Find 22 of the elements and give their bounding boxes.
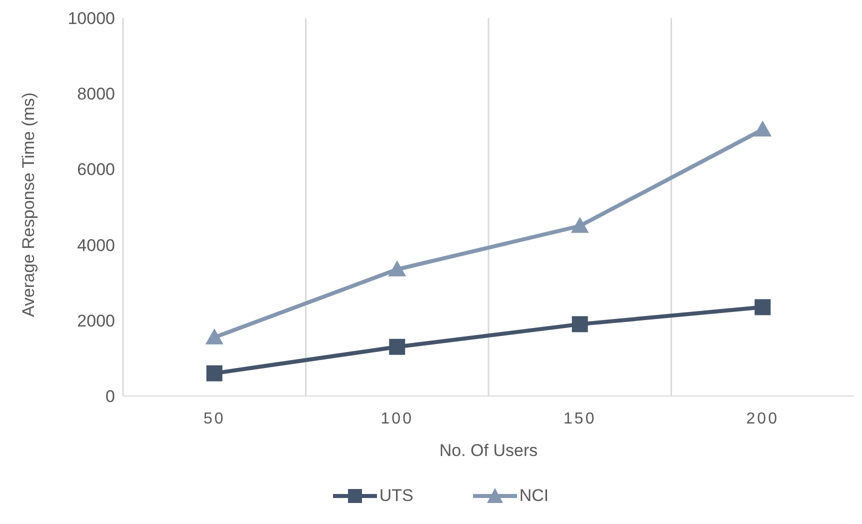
point [570,216,589,233]
point [754,120,772,137]
point [388,260,406,276]
point [572,316,588,332]
point [206,365,222,382]
x-tick-label: 50 [203,410,226,428]
point [205,328,224,344]
y-tick-label: 10000 [68,9,115,28]
point [754,299,771,316]
y-axis-title: Average Response Time (ms) [19,92,38,317]
x-tick-label: 150 [564,410,596,428]
legend-label: NCI [518,486,549,506]
point [389,338,406,355]
y-tick-label: 6000 [77,160,115,180]
y-tick-label: 4000 [77,236,115,255]
x-axis-title: No. Of Users [439,441,538,460]
y-tick-label: 0 [106,387,115,406]
legend-label: UTS [378,486,414,506]
y-tick-label: 2000 [77,311,115,330]
x-tick-label: 200 [746,410,779,428]
y-tick-label: 8000 [77,84,115,104]
x-tick-label: 100 [380,410,414,428]
